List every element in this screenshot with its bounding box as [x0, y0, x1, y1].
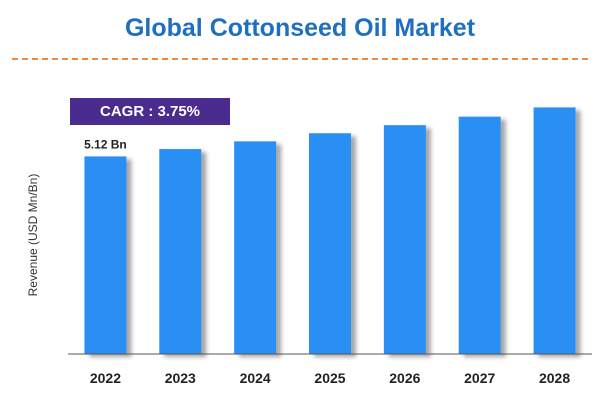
chart-title: Global Cottonseed Oil Market: [124, 14, 476, 42]
cagr-annotation: CAGR : 3.75%: [70, 98, 230, 125]
x-ticks-group: 2022 2023 2024 2025 2026 2027 2028: [90, 370, 571, 386]
bar-2028: [533, 107, 576, 355]
x-tick-2025: 2025: [314, 370, 345, 386]
x-tick-2026: 2026: [389, 370, 420, 386]
x-tick-2022: 2022: [90, 370, 121, 386]
x-tick-2027: 2027: [464, 370, 495, 386]
bars-group: [84, 107, 576, 355]
data-label-2022: 5.12 Bn: [84, 137, 127, 151]
bar-2023: [159, 149, 202, 354]
bar-2024: [234, 141, 277, 354]
x-tick-2028: 2028: [539, 370, 570, 386]
data-labels-group: 5.12 Bn: [84, 137, 127, 151]
x-tick-2023: 2023: [165, 370, 196, 386]
bar-2022: [84, 156, 127, 354]
bar-2026: [383, 125, 426, 354]
title-divider: [12, 58, 588, 60]
x-tick-2024: 2024: [240, 370, 271, 386]
bar-2027: [458, 116, 501, 354]
bar-2025: [309, 133, 351, 354]
